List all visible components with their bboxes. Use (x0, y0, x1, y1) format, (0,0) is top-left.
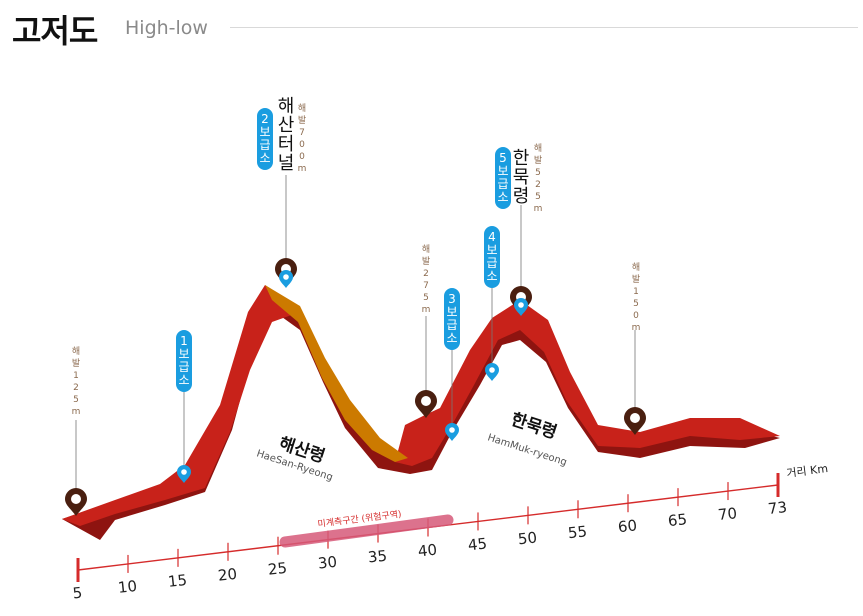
header-divider (230, 27, 858, 28)
station-pin-icon (485, 363, 499, 381)
pass-name-en: HamMuk-ryeong (486, 432, 568, 468)
pass-label-haesan: 해산령 HaeSan-Ryeong (255, 433, 334, 484)
station-pin-icon (177, 465, 191, 483)
axis-tick-label: 45 (467, 535, 488, 555)
station-pin-icon (445, 423, 459, 441)
station-badge-bg (484, 226, 500, 288)
axis-tick-label: 25 (267, 559, 288, 579)
station-pin-icon (279, 270, 293, 288)
page-subtitle: High-low (125, 17, 208, 39)
axis-tick-label: 40 (417, 541, 438, 561)
station-badge-bg (444, 288, 460, 350)
station-badge-bg (257, 108, 273, 170)
track-orange-descent (265, 285, 408, 462)
danger-band (279, 514, 454, 548)
page-title: 고저도 (12, 12, 98, 50)
axis-tick-label: 15 (167, 571, 188, 591)
track-ribbon (62, 285, 780, 540)
station-badge-bg (176, 330, 192, 392)
section-header: 고저도 High-low (12, 4, 858, 50)
axis-ticks: 5 10 15 20 25 30 35 40 45 50 55 60 65 70 73 (72, 473, 788, 602)
danger-zone: 미계측구간 (위험구역) (279, 508, 454, 548)
axis-tick-label: 70 (717, 504, 738, 524)
axis-tick-label: 5 (72, 584, 83, 603)
station-badge-bg (495, 147, 511, 209)
distance-axis: 5 10 15 20 25 30 35 40 45 50 55 60 65 70 73 거리 Km (72, 462, 829, 602)
axis-tick-label: 20 (217, 565, 238, 585)
axis-tick-label: 65 (667, 510, 688, 530)
track-main (62, 285, 300, 526)
leader-lines (75, 175, 636, 492)
pin-icon (65, 488, 87, 516)
track-main-right (395, 300, 780, 466)
pass-name-ko: 한묵령 (508, 409, 559, 443)
axis-tick-label: 55 (567, 522, 588, 542)
axis-tick-label: 30 (317, 553, 338, 573)
pin-icon (624, 407, 646, 435)
axis-tick-label: 50 (517, 528, 538, 548)
axis-tick-label: 35 (367, 547, 388, 567)
pass-label-hammuk: 한묵령 HamMuk-ryeong (486, 409, 568, 469)
axis-unit-label: 거리 Km (786, 462, 829, 480)
track-dark-edge (62, 290, 780, 540)
station-pin-icon (514, 298, 528, 316)
station-markers (177, 270, 528, 483)
axis-tick-label: 10 (117, 577, 138, 597)
axis-tick-label: 60 (617, 516, 638, 536)
axis-tick-label: 73 (767, 498, 788, 518)
pin-icon (415, 390, 437, 418)
